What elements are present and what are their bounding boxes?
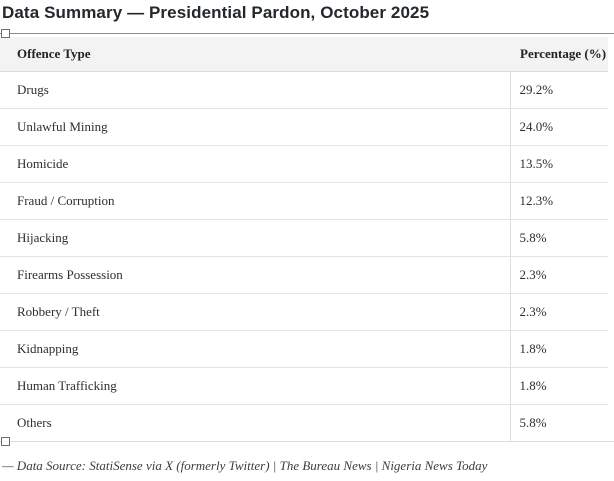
offence-cell: Unlawful Mining	[17, 119, 108, 134]
offence-cell: Others	[17, 415, 52, 430]
table-row: Hijacking 5.8%	[0, 219, 608, 257]
offence-cell: Robbery / Theft	[17, 304, 100, 319]
table-row: Drugs 29.2%	[0, 71, 608, 109]
offence-cell: Kidnapping	[17, 341, 79, 356]
percentage-cell: 5.8%	[509, 404, 608, 441]
percentage-cell: 2.3%	[509, 293, 608, 331]
table-row: Others 5.8%	[0, 404, 608, 441]
table-row: Unlawful Mining 24.0%	[0, 108, 608, 146]
percentage-cell: 13.5%	[509, 145, 608, 183]
resize-handle-bottom[interactable]	[1, 437, 10, 446]
offence-cell: Fraud / Corruption	[17, 193, 115, 208]
data-source-caption: — Data Source: StatiSense via X (formerl…	[2, 458, 488, 473]
pardon-data-table: Offence Type Percentage (%) Drugs 29.2% …	[0, 37, 608, 441]
table-block: Offence Type Percentage (%) Drugs 29.2% …	[0, 29, 614, 446]
table-row: Human Trafficking 1.8%	[0, 367, 608, 405]
offence-cell: Drugs	[17, 82, 49, 97]
table-row: Kidnapping 1.8%	[0, 330, 608, 368]
table-row: Robbery / Theft 2.3%	[0, 293, 608, 331]
percentage-cell: 2.3%	[509, 256, 608, 294]
table-row: Fraud / Corruption 12.3%	[0, 182, 608, 220]
page-title: Data Summary — Presidential Pardon, Octo…	[2, 3, 430, 22]
offence-cell: Firearms Possession	[17, 267, 123, 282]
table-row: Homicide 13.5%	[0, 145, 608, 183]
column-header-offence-type: Offence Type	[0, 37, 510, 72]
table-header-row: Offence Type Percentage (%)	[0, 37, 608, 72]
offence-cell: Hijacking	[17, 230, 69, 245]
table-row: Firearms Possession 2.3%	[0, 256, 608, 294]
percentage-cell: 1.8%	[509, 330, 608, 368]
percentage-cell: 29.2%	[509, 71, 608, 109]
percentage-cell: 5.8%	[509, 219, 608, 257]
percentage-cell: 24.0%	[509, 108, 608, 146]
offence-cell: Homicide	[17, 156, 69, 171]
offence-cell: Human Trafficking	[17, 378, 117, 393]
percentage-cell: 12.3%	[509, 182, 608, 220]
resize-handle-top[interactable]	[1, 29, 10, 38]
column-header-percentage: Percentage (%)	[510, 37, 608, 72]
percentage-cell: 1.8%	[509, 367, 608, 405]
